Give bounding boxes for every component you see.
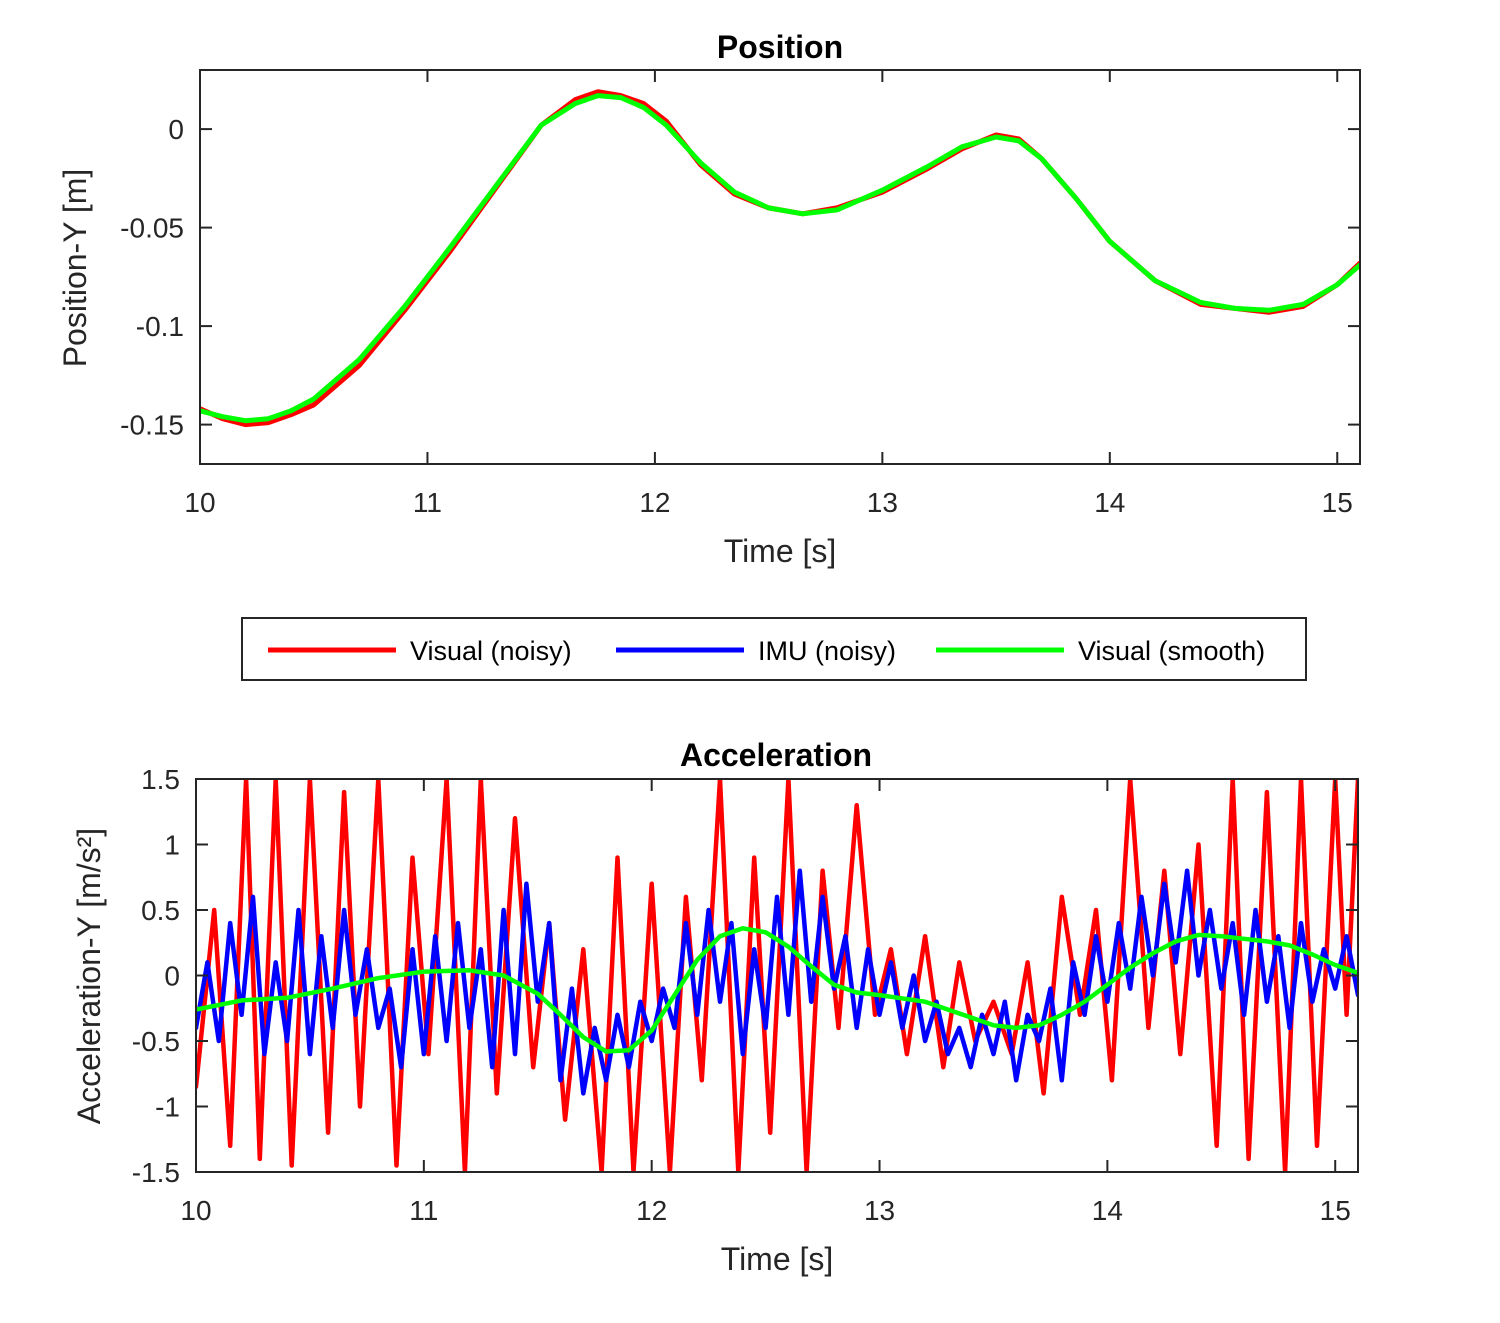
acceleration-title: Acceleration xyxy=(680,737,872,773)
position-xtick-label: 12 xyxy=(639,487,670,518)
legend-label-imu-noisy: IMU (noisy) xyxy=(758,636,896,666)
position-xtick-label: 14 xyxy=(1094,487,1125,518)
position-axes: 10 11 12 13 14 15 -0.15 -0.1 -0.05 0 Position Tim… xyxy=(57,29,1361,569)
position-plot-area xyxy=(200,70,1360,464)
position-xtick-label: 11 xyxy=(413,487,442,518)
acceleration-series-visual-noisy xyxy=(196,779,1358,1172)
acceleration-xtick-label: 12 xyxy=(636,1195,667,1226)
acceleration-xtick-label: 11 xyxy=(409,1195,438,1226)
acceleration-xtick-label: 15 xyxy=(1320,1195,1351,1226)
position-xtick-label: 15 xyxy=(1322,487,1353,518)
position-ytick-label: -0.05 xyxy=(120,213,184,244)
position-xlabel: Time [s] xyxy=(724,533,837,569)
position-xtick-label: 13 xyxy=(867,487,898,518)
acceleration-ytick-label: 1 xyxy=(164,830,180,861)
acceleration-series-imu-noisy xyxy=(196,868,1358,1096)
position-axes-box xyxy=(199,69,1361,465)
acceleration-ytick-label: -0.5 xyxy=(132,1026,180,1057)
acceleration-axes: 10 11 12 13 14 15 -1.5 -1 -0.5 0 0.5 1 1.5 Accelerat… xyxy=(71,737,1359,1277)
acceleration-xtick-label: 14 xyxy=(1092,1195,1123,1226)
acceleration-series-group xyxy=(196,779,1358,1172)
legend: Visual (noisy) IMU (noisy) Visual (smoot… xyxy=(241,617,1307,681)
legend-box xyxy=(241,617,1307,681)
position-title: Position xyxy=(717,29,843,65)
position-ticks-group: 10 11 12 13 14 15 -0.15 -0.1 -0.05 0 xyxy=(120,70,1360,518)
position-series-group xyxy=(200,89,1360,428)
position-ytick-label: -0.1 xyxy=(136,311,184,342)
acceleration-xlabel: Time [s] xyxy=(721,1241,834,1277)
acceleration-series-visual-smooth xyxy=(196,926,1358,1054)
acceleration-ytick-label: 0.5 xyxy=(141,895,180,926)
position-series-visual-smooth xyxy=(200,93,1360,424)
acceleration-ytick-label: -1.5 xyxy=(132,1157,180,1188)
position-ylabel: Position-Y [m] xyxy=(57,169,93,368)
legend-label-visual-noisy: Visual (noisy) xyxy=(410,636,572,666)
position-xtick-label: 10 xyxy=(184,487,215,518)
acceleration-ticks-group: 10 11 12 13 14 15 -1.5 -1 -0.5 0 0.5 1 1.5 xyxy=(132,764,1358,1226)
acceleration-ytick-label: 1.5 xyxy=(141,764,180,795)
acceleration-xtick-label: 13 xyxy=(864,1195,895,1226)
legend-label-visual-smooth: Visual (smooth) xyxy=(1078,636,1265,666)
position-ytick-label: 0 xyxy=(168,114,184,145)
acceleration-ytick-label: 0 xyxy=(164,961,180,992)
acceleration-ylabel: Acceleration-Y [m/s²] xyxy=(71,828,107,1124)
position-ytick-label: -0.15 xyxy=(120,410,184,441)
acceleration-xtick-label: 10 xyxy=(180,1195,211,1226)
acceleration-ytick-label: -1 xyxy=(155,1092,180,1123)
